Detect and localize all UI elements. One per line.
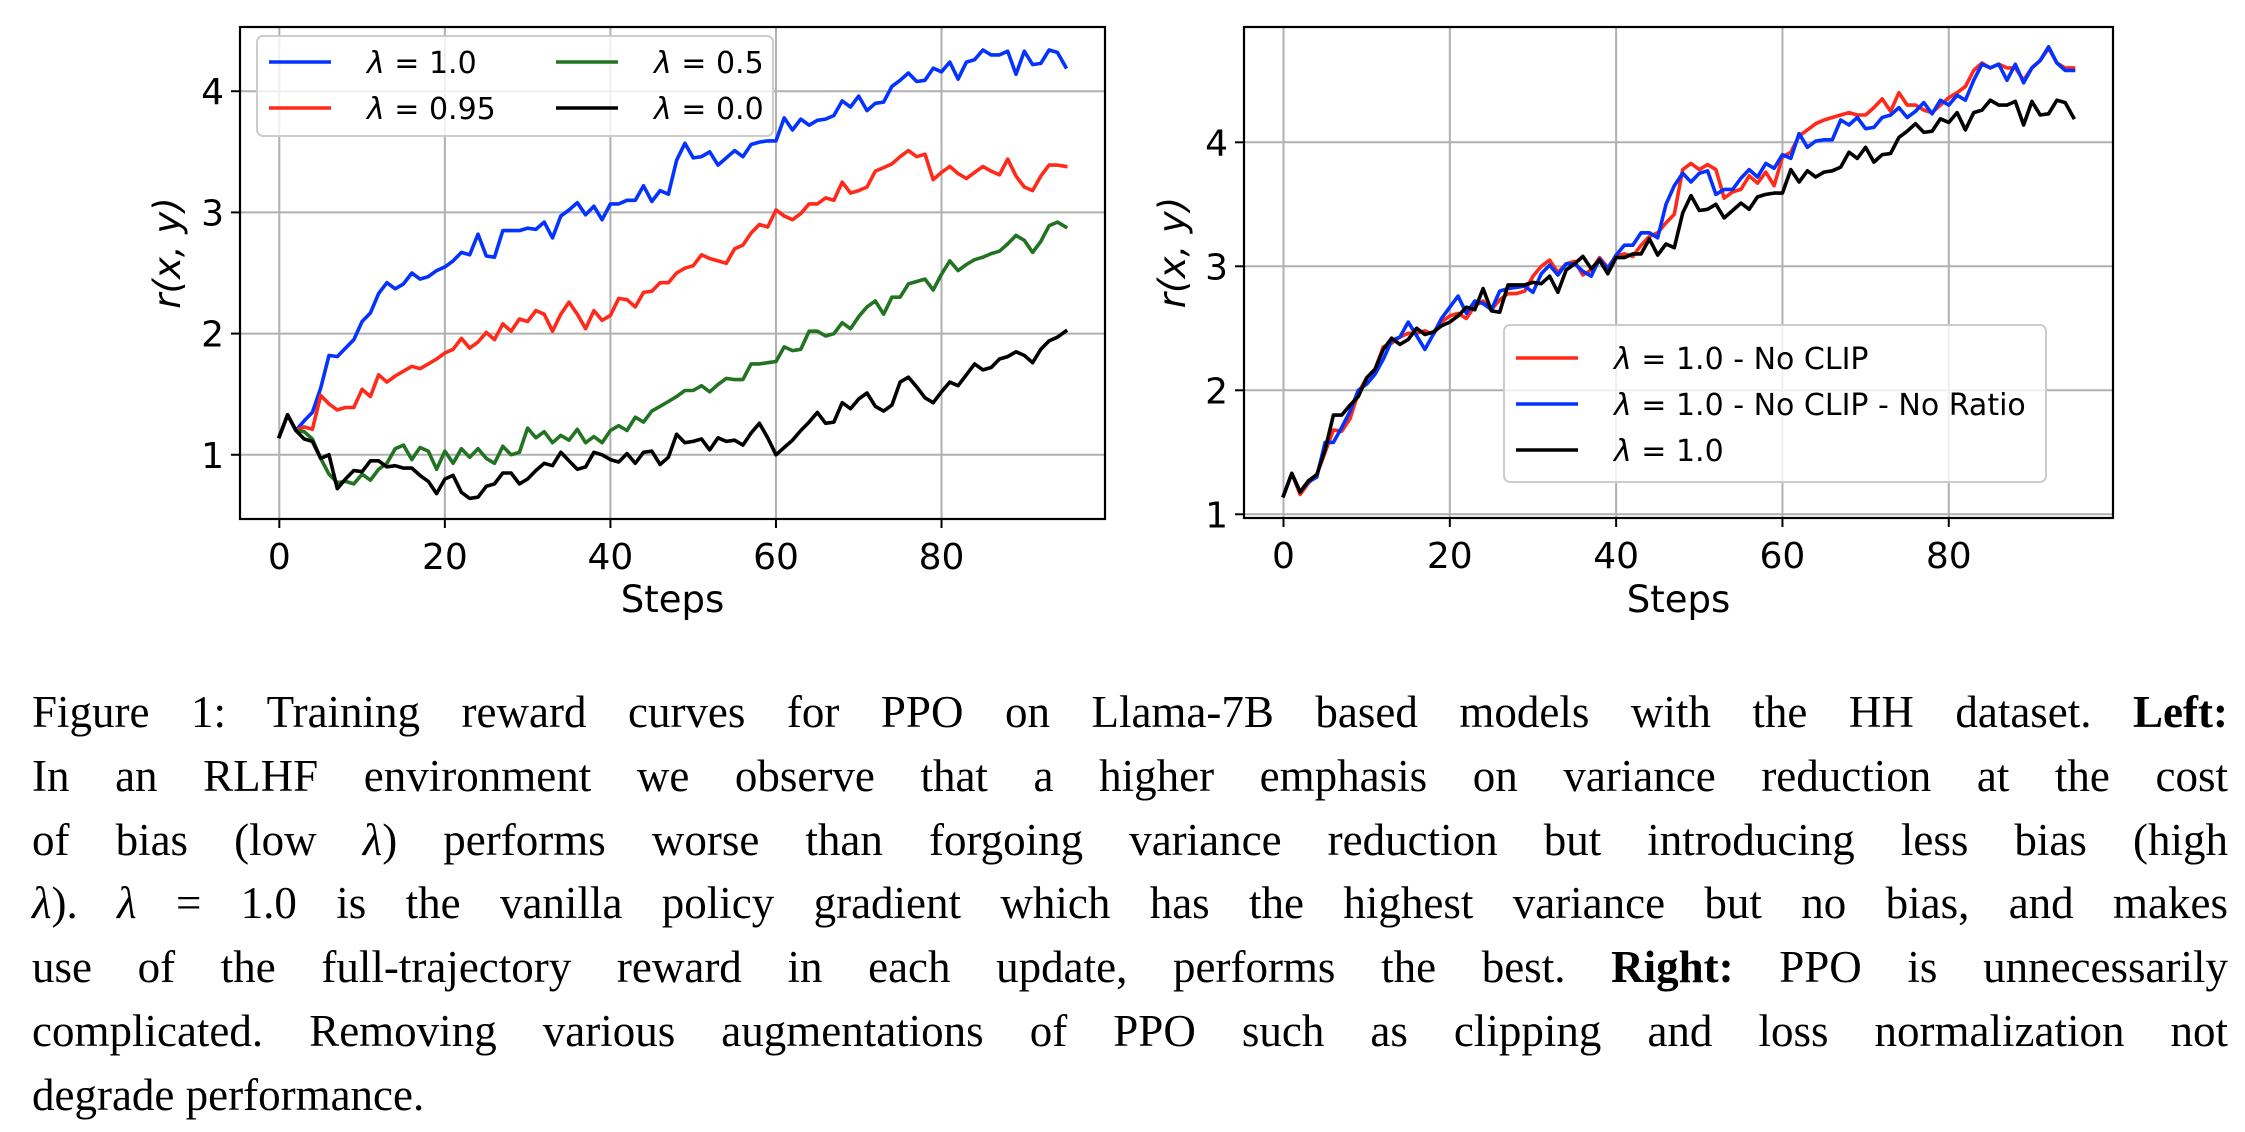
- y-tick-label: 1: [201, 436, 224, 477]
- x-tick-label: 0: [268, 537, 291, 578]
- x-tick-label: 40: [1593, 536, 1639, 577]
- caption-text: use of the full-trajectory reward in eac…: [32, 942, 1612, 993]
- x-tick-label: 80: [1926, 536, 1972, 577]
- caption-line: of bias (low λ) performs worse than forg…: [32, 809, 2228, 873]
- legend-item: λ = 1.0: [1516, 434, 1724, 469]
- caption-text: In an RLHF environment we observe that a…: [32, 750, 2228, 801]
- y-tick-label: 1: [1205, 495, 1228, 536]
- axes-frame: [238, 25, 1107, 521]
- legend-item: λ = 1.0 - No CLIP: [1516, 342, 1869, 377]
- y-tick-label: 4: [201, 72, 224, 113]
- legend-label: λ = 1.0 - No CLIP - No Ratio: [1612, 388, 2026, 423]
- caption-text: λ: [32, 878, 52, 929]
- legend-label: λ = 1.0: [1612, 434, 1724, 469]
- caption-line: In an RLHF environment we observe that a…: [32, 745, 2228, 809]
- caption-text: degrade performance.: [32, 1069, 425, 1120]
- x-axis-label: Steps: [621, 578, 725, 621]
- caption-text: ) performs worse than forgoing variance …: [382, 814, 2228, 865]
- legend-item: λ = 0.0: [556, 92, 764, 127]
- y-axis-label: r(x, y): [146, 197, 189, 308]
- legend-box: [1503, 324, 2047, 483]
- y-tick-label: 3: [1205, 247, 1228, 288]
- y-axis-label: r(x, y): [1151, 197, 1194, 308]
- caption-text: Figure 1: Training reward curves for PPO…: [32, 687, 2134, 737]
- series-line-2: [1281, 98, 2076, 499]
- y-tick-label: 3: [201, 193, 224, 234]
- caption-text: = 1.0 is the vanilla policy gradient whi…: [136, 878, 2228, 929]
- legend-label: λ = 1.0: [365, 46, 477, 81]
- caption-line: Figure 1: Training reward curves for PPO…: [32, 681, 2228, 745]
- legend-item: λ = 1.0: [269, 46, 477, 81]
- caption-text: PPO is unnecessarily: [1733, 942, 2228, 993]
- series-line-1: [1281, 44, 2076, 499]
- legend-label: λ = 0.5: [652, 46, 764, 81]
- caption-bold-label: Left:: [2133, 687, 2228, 737]
- caption-text: complicated. Removing various augmentati…: [32, 1005, 2228, 1056]
- y-tick-label: 2: [201, 315, 224, 356]
- axes-frame: [1242, 25, 2115, 520]
- legend-box: [256, 35, 774, 137]
- caption-line: complicated. Removing various augmentati…: [32, 1000, 2228, 1064]
- caption-text: λ: [117, 878, 137, 929]
- caption-bold-label: Right:: [1611, 942, 1734, 993]
- caption-line: use of the full-trajectory reward in eac…: [32, 936, 2228, 1000]
- x-tick-label: 40: [588, 537, 634, 578]
- x-axis-label: Steps: [1627, 578, 1731, 621]
- caption-line: degrade performance.: [32, 1064, 2228, 1128]
- series-line-1: [276, 148, 1068, 439]
- x-tick-label: 60: [753, 537, 799, 578]
- series-line-2: [276, 220, 1069, 486]
- caption-text: of bias (low: [32, 814, 363, 865]
- legend-label: λ = 0.95: [365, 92, 496, 127]
- x-tick-label: 20: [422, 537, 468, 578]
- x-tick-label: 80: [919, 537, 965, 578]
- x-tick-label: 20: [1427, 536, 1473, 577]
- legend-label: λ = 1.0 - No CLIP: [1612, 342, 1869, 377]
- legend: λ = 1.0 - No CLIP λ = 1.0 - No CLIP - No …: [1503, 324, 2047, 483]
- legend-item: λ = 0.95: [269, 92, 496, 127]
- right-chart: 0 20 40 60 80 1 2 3 4 Steps r(x, y) λ = 1.0 - No CL…: [1151, 25, 2115, 621]
- legend: λ = 1.0 λ = 0.95 λ = 0.5 λ = 0.0: [256, 35, 774, 137]
- legend-label: λ = 0.0: [652, 92, 764, 127]
- legend-item: λ = 1.0 - No CLIP - No Ratio: [1516, 388, 2026, 423]
- legend-item: λ = 0.5: [556, 46, 764, 81]
- x-tick-label: 0: [1272, 536, 1295, 577]
- x-tick-label: 60: [1760, 536, 1806, 577]
- y-tick-label: 4: [1205, 123, 1228, 164]
- caption-line: λ). λ = 1.0 is the vanilla policy gradie…: [32, 872, 2228, 936]
- y-tick-label: 2: [1205, 371, 1228, 412]
- caption-text: λ: [362, 814, 383, 865]
- figure-caption: Figure 1: Training reward curves for PPO…: [32, 681, 2228, 1128]
- series-line-3: [276, 328, 1069, 501]
- series-line-0: [276, 48, 1069, 439]
- caption-text: ).: [51, 878, 118, 929]
- left-chart: 0 20 40 60 80 1 2 3 4 Steps r(x, y) λ = 1.0 λ = 0.95…: [146, 25, 1107, 621]
